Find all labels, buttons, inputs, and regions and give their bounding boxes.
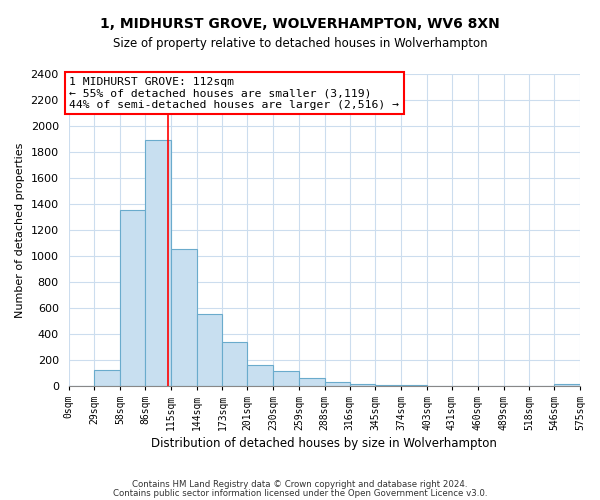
Bar [120,210,145,386]
Y-axis label: Number of detached properties: Number of detached properties [15,142,25,318]
Bar [299,378,325,386]
Bar [350,384,376,386]
Bar [554,384,580,386]
Bar [197,314,223,386]
Bar [325,382,350,386]
Bar [273,372,299,386]
Text: Contains HM Land Registry data © Crown copyright and database right 2024.: Contains HM Land Registry data © Crown c… [132,480,468,489]
Text: Contains public sector information licensed under the Open Government Licence v3: Contains public sector information licen… [113,488,487,498]
Text: 1, MIDHURST GROVE, WOLVERHAMPTON, WV6 8XN: 1, MIDHURST GROVE, WOLVERHAMPTON, WV6 8X… [100,18,500,32]
Text: 1 MIDHURST GROVE: 112sqm
← 55% of detached houses are smaller (3,119)
44% of sem: 1 MIDHURST GROVE: 112sqm ← 55% of detach… [70,76,400,110]
Bar [94,370,120,386]
Bar [376,384,401,386]
Text: Size of property relative to detached houses in Wolverhampton: Size of property relative to detached ho… [113,38,487,51]
Bar [171,250,197,386]
Bar [145,140,171,386]
X-axis label: Distribution of detached houses by size in Wolverhampton: Distribution of detached houses by size … [151,437,497,450]
Bar [247,365,273,386]
Bar [223,342,247,386]
